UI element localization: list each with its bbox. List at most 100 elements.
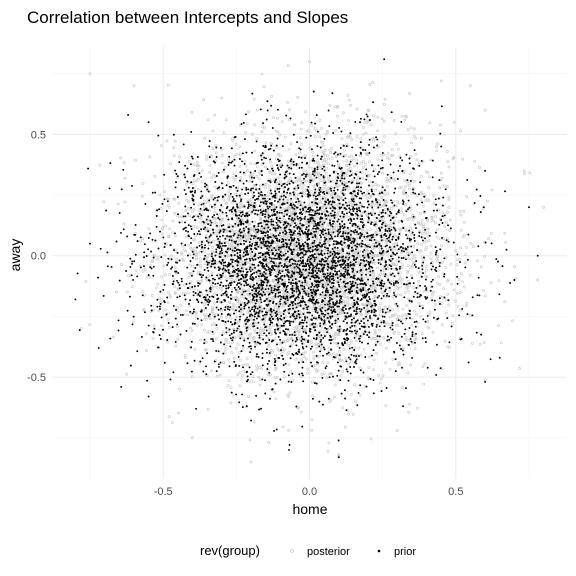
point-prior — [314, 222, 317, 225]
point-posterior — [399, 185, 403, 189]
point-posterior — [176, 337, 180, 341]
point-posterior — [199, 293, 203, 297]
point-posterior — [410, 216, 414, 220]
point-prior — [318, 263, 321, 266]
point-posterior — [329, 146, 333, 150]
point-posterior — [321, 144, 325, 148]
point-prior — [283, 263, 286, 266]
point-posterior — [434, 215, 438, 219]
point-prior — [326, 257, 329, 260]
point-posterior — [258, 378, 262, 382]
point-posterior — [362, 277, 366, 281]
point-posterior — [420, 232, 424, 236]
point-posterior — [333, 226, 337, 230]
point-posterior — [239, 176, 243, 180]
point-posterior — [278, 179, 282, 183]
point-posterior — [238, 299, 242, 303]
point-prior — [342, 267, 345, 270]
point-prior — [283, 215, 286, 218]
point-posterior — [286, 211, 290, 215]
point-prior — [318, 277, 320, 280]
point-prior — [179, 313, 182, 316]
point-posterior — [384, 239, 388, 243]
point-posterior — [380, 117, 384, 121]
point-posterior — [377, 338, 381, 342]
point-posterior — [490, 232, 493, 235]
point-posterior — [382, 258, 386, 262]
point-prior — [334, 270, 337, 273]
point-prior — [320, 236, 322, 239]
point-prior — [191, 256, 194, 259]
chart-title: Correlation between Intercepts and Slope… — [27, 8, 348, 27]
point-posterior — [376, 279, 380, 283]
point-posterior — [214, 159, 218, 162]
point-posterior — [292, 256, 296, 260]
point-posterior — [265, 256, 269, 259]
point-posterior — [349, 339, 353, 343]
point-posterior — [307, 165, 311, 169]
point-prior — [227, 284, 230, 287]
point-posterior — [195, 324, 199, 327]
point-prior — [258, 188, 261, 190]
point-posterior — [326, 234, 330, 238]
point-prior — [343, 272, 345, 275]
point-prior — [220, 247, 223, 250]
point-posterior — [420, 332, 424, 336]
point-prior — [380, 297, 383, 300]
point-prior — [319, 229, 322, 232]
point-posterior — [152, 253, 156, 257]
point-posterior — [374, 220, 377, 224]
point-posterior — [221, 332, 225, 335]
point-prior — [244, 261, 247, 264]
point-prior — [396, 178, 399, 180]
point-posterior — [267, 296, 271, 300]
point-prior — [340, 297, 342, 300]
point-posterior — [150, 294, 154, 297]
point-posterior — [317, 257, 320, 261]
point-prior — [334, 273, 337, 276]
point-posterior — [208, 204, 212, 208]
point-prior — [276, 227, 279, 230]
point-prior — [242, 236, 245, 239]
point-posterior — [346, 169, 350, 173]
point-posterior — [263, 315, 266, 319]
point-prior — [438, 265, 441, 268]
point-prior — [305, 136, 308, 139]
point-posterior — [280, 347, 284, 350]
point-posterior — [419, 136, 423, 140]
point-posterior — [258, 383, 262, 387]
point-prior — [407, 199, 410, 202]
point-prior — [289, 242, 292, 245]
point-posterior — [203, 136, 207, 140]
point-posterior — [360, 228, 364, 232]
point-posterior — [428, 310, 432, 314]
point-posterior — [390, 308, 394, 312]
point-posterior — [199, 220, 203, 224]
point-posterior — [325, 166, 329, 170]
point-prior — [144, 202, 147, 205]
point-posterior — [248, 335, 252, 339]
point-posterior — [210, 245, 214, 249]
point-posterior — [184, 209, 188, 212]
point-prior — [340, 166, 343, 169]
point-posterior — [240, 374, 244, 377]
point-posterior — [333, 228, 337, 232]
point-prior — [265, 269, 268, 272]
point-posterior — [395, 316, 399, 320]
point-posterior — [433, 302, 437, 306]
point-prior — [367, 192, 370, 195]
point-posterior — [337, 208, 341, 212]
point-posterior — [430, 290, 434, 294]
point-posterior — [284, 314, 288, 318]
point-posterior — [275, 269, 279, 273]
point-prior — [106, 265, 109, 268]
point-posterior — [399, 293, 403, 297]
point-posterior — [250, 132, 254, 136]
point-posterior — [324, 284, 328, 288]
point-posterior — [295, 233, 299, 237]
point-posterior — [390, 153, 394, 157]
point-prior — [333, 308, 336, 311]
point-prior — [208, 235, 211, 238]
point-posterior — [361, 171, 364, 175]
point-posterior — [234, 200, 238, 204]
